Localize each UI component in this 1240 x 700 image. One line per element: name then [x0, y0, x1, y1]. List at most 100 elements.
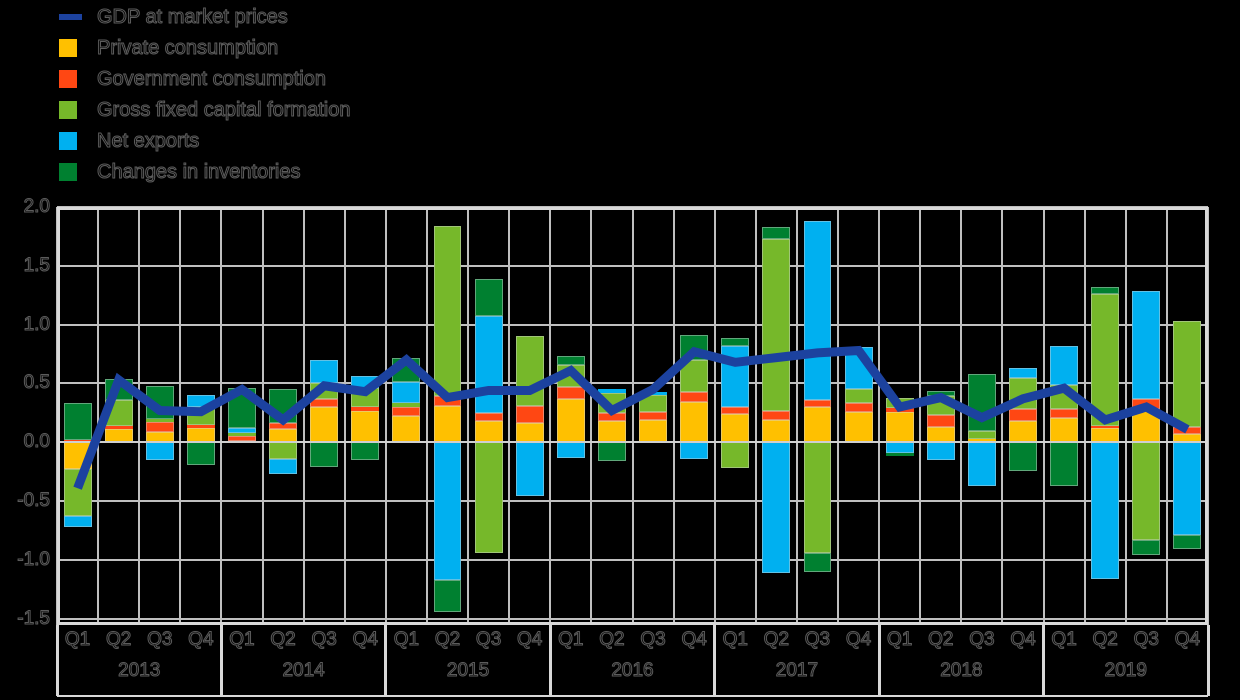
bar-segment-government — [474, 412, 503, 422]
bar-segment-gfcf — [1091, 294, 1120, 426]
legend-item: GDP at market prices — [59, 4, 350, 30]
x-year-separator — [219, 625, 223, 696]
v-gridline — [261, 207, 264, 625]
x-quarter-label: Q3 — [475, 629, 502, 650]
bar-segment-government — [721, 407, 750, 415]
legend-item: Gross fixed capital formation — [59, 97, 351, 123]
x-quarter-label: Q4 — [681, 629, 707, 650]
x-quarter-label: Q4 — [517, 629, 543, 650]
v-gridline — [1042, 207, 1045, 625]
bar-segment-net_exports — [597, 389, 626, 393]
x-axis-bottom-line — [57, 695, 1208, 697]
x-year-label: 2018 — [940, 660, 983, 681]
bar-segment-government — [1091, 425, 1120, 429]
zero-axis-line — [57, 441, 1208, 444]
square-swatch-icon — [59, 132, 77, 150]
x-year-label: 2019 — [1104, 660, 1147, 681]
v-gridline — [384, 207, 387, 625]
x-year-separator — [877, 625, 881, 696]
y-tick-label: -1.0 — [17, 548, 51, 570]
bar-segment-net_exports — [1091, 442, 1120, 579]
bar-segment-government — [803, 399, 832, 407]
x-year-separator — [548, 625, 552, 696]
plot-border-bottom — [57, 622, 1208, 625]
x-quarter-label: Q4 — [1010, 629, 1036, 650]
bar-segment-government — [63, 439, 92, 443]
bar-segment-private — [351, 410, 380, 443]
square-swatch-icon — [59, 70, 77, 88]
bar-segment-government — [104, 425, 133, 430]
x-quarter-label: Q1 — [1051, 629, 1077, 650]
x-year-label: 2015 — [446, 660, 490, 681]
x-quarter-label: Q1 — [393, 629, 420, 650]
bar-segment-inventories — [63, 403, 92, 440]
x-year-label: 2017 — [775, 660, 819, 681]
y-tick-label: 2.0 — [23, 196, 50, 217]
bar-segment-government — [1050, 409, 1079, 418]
plot-area — [56, 206, 1209, 625]
v-gridline — [590, 207, 593, 625]
bar-segment-net_exports — [1132, 290, 1161, 399]
legend-item-label: Net exports — [96, 130, 200, 153]
v-gridline — [713, 207, 716, 625]
v-gridline — [302, 207, 305, 625]
bar-segment-gfcf — [228, 432, 256, 437]
x-quarter-label: Q2 — [763, 629, 790, 650]
y-tick-label: -0.5 — [17, 490, 51, 512]
legend-item: Government consumption — [59, 66, 350, 92]
bar-segment-inventories — [433, 579, 462, 612]
series-swatch-box — [59, 101, 97, 119]
bar-segment-gfcf — [392, 403, 421, 407]
x-year-separator — [55, 625, 59, 696]
plot-border-left — [57, 207, 60, 625]
bar-segment-private — [967, 438, 996, 443]
bar-segment-gfcf — [474, 442, 503, 553]
x-quarter-label: Q4 — [352, 629, 378, 650]
square-swatch-icon — [59, 163, 77, 181]
legend-item: Changes in inventories — [59, 159, 350, 185]
v-gridline — [220, 207, 223, 625]
bar-segment-inventories — [1009, 442, 1037, 471]
bar-segment-net_exports — [392, 382, 421, 404]
x-year-label: 2013 — [118, 660, 161, 681]
v-gridline — [631, 207, 634, 625]
gdp-line — [73, 345, 1190, 490]
x-year-label: 2016 — [611, 660, 654, 681]
bar-segment-net_exports — [1009, 368, 1037, 378]
bar-segment-gfcf — [433, 225, 462, 397]
bar-segment-inventories — [556, 356, 585, 365]
bar-segment-net_exports — [433, 442, 462, 580]
x-quarter-label: Q2 — [105, 629, 132, 650]
plot-border-right — [1205, 207, 1208, 625]
bar-segment-government — [145, 422, 174, 432]
series-swatch-box — [59, 163, 97, 181]
bar-segment-gfcf — [844, 389, 873, 404]
bar-segment-net_exports — [762, 442, 791, 573]
x-year-separator — [713, 625, 717, 696]
bar-segment-gfcf — [145, 418, 174, 423]
legend-item: Net exports — [59, 128, 350, 154]
x-quarter-label: Q2 — [434, 629, 461, 650]
bar-segment-net_exports — [63, 516, 92, 527]
x-quarter-label: Q1 — [229, 629, 255, 650]
bar-segment-government — [228, 436, 256, 442]
v-gridline — [919, 207, 922, 625]
bar-segment-net_exports — [269, 458, 298, 475]
bar-segment-net_exports — [967, 442, 996, 486]
series-swatch-box — [59, 70, 97, 88]
v-gridline — [754, 207, 757, 625]
bar-segment-government — [351, 407, 380, 411]
plot-border-top — [57, 207, 1208, 210]
gdp-line-swatch-box — [59, 14, 97, 20]
x-quarter-label: Q4 — [1174, 629, 1201, 650]
v-gridline — [425, 207, 428, 625]
series-swatch-box — [59, 39, 97, 57]
bar-segment-inventories — [885, 452, 914, 457]
bar-segment-private — [556, 398, 585, 443]
bar-segment-government — [680, 391, 709, 403]
legend-item-label: GDP at market prices — [97, 6, 289, 29]
bar-segment-government — [762, 410, 791, 420]
x-quarter-label: Q3 — [640, 629, 666, 650]
v-gridline — [549, 207, 552, 625]
